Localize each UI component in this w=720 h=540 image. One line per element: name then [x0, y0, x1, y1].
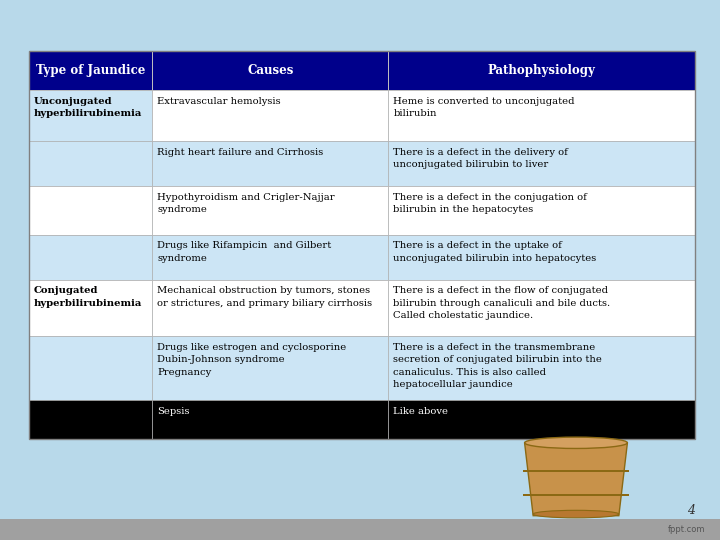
FancyBboxPatch shape [152, 400, 389, 439]
FancyBboxPatch shape [389, 90, 695, 141]
Ellipse shape [533, 510, 619, 518]
Text: Type of Jaundice: Type of Jaundice [36, 64, 145, 77]
FancyBboxPatch shape [152, 336, 389, 400]
FancyBboxPatch shape [29, 90, 152, 141]
FancyBboxPatch shape [29, 280, 152, 336]
FancyBboxPatch shape [29, 141, 152, 186]
FancyBboxPatch shape [0, 519, 720, 540]
Text: Drugs like Rifampicin  and Gilbert
syndrome: Drugs like Rifampicin and Gilbert syndro… [157, 241, 331, 263]
FancyBboxPatch shape [152, 186, 389, 235]
Text: Causes: Causes [247, 64, 294, 77]
Text: There is a defect in the delivery of
unconjugated bilirubin to liver: There is a defect in the delivery of unc… [394, 148, 568, 170]
Text: Mechanical obstruction by tumors, stones
or strictures, and primary biliary cirr: Mechanical obstruction by tumors, stones… [157, 286, 372, 308]
FancyBboxPatch shape [152, 51, 389, 90]
Text: fppt.com: fppt.com [668, 525, 706, 534]
FancyBboxPatch shape [29, 336, 152, 400]
FancyBboxPatch shape [29, 51, 152, 90]
Ellipse shape [525, 437, 627, 448]
FancyBboxPatch shape [152, 235, 389, 280]
FancyBboxPatch shape [389, 51, 695, 90]
FancyBboxPatch shape [389, 280, 695, 336]
FancyBboxPatch shape [29, 186, 152, 235]
FancyBboxPatch shape [389, 400, 695, 439]
FancyBboxPatch shape [389, 235, 695, 280]
Text: There is a defect in the conjugation of
bilirubin in the hepatocytes: There is a defect in the conjugation of … [394, 193, 588, 214]
Polygon shape [525, 443, 627, 516]
FancyBboxPatch shape [523, 494, 629, 496]
FancyBboxPatch shape [29, 235, 152, 280]
FancyBboxPatch shape [389, 141, 695, 186]
Text: Unconjugated
hyperbilirubinemia: Unconjugated hyperbilirubinemia [34, 97, 143, 118]
Text: Sepsis: Sepsis [157, 407, 189, 416]
Text: Like above: Like above [394, 407, 449, 416]
FancyBboxPatch shape [523, 470, 629, 471]
Text: Pathophysiology: Pathophysiology [487, 64, 595, 77]
FancyBboxPatch shape [29, 400, 152, 439]
Text: Heme is converted to unconjugated
bilirubin: Heme is converted to unconjugated biliru… [394, 97, 575, 118]
FancyBboxPatch shape [389, 186, 695, 235]
Text: Right heart failure and Cirrhosis: Right heart failure and Cirrhosis [157, 148, 323, 157]
FancyBboxPatch shape [152, 141, 389, 186]
Text: Extravascular hemolysis: Extravascular hemolysis [157, 97, 281, 106]
FancyBboxPatch shape [152, 90, 389, 141]
Text: 4: 4 [687, 504, 695, 517]
Text: Hypothyroidism and Crigler-Najjar
syndrome: Hypothyroidism and Crigler-Najjar syndro… [157, 193, 335, 214]
Text: There is a defect in the uptake of
unconjugated bilirubin into hepatocytes: There is a defect in the uptake of uncon… [394, 241, 597, 263]
FancyBboxPatch shape [389, 336, 695, 400]
Text: Drugs like estrogen and cyclosporine
Dubin-Johnson syndrome
Pregnancy: Drugs like estrogen and cyclosporine Dub… [157, 343, 346, 377]
Text: Conjugated
hyperbilirubinemia: Conjugated hyperbilirubinemia [34, 286, 143, 308]
Text: There is a defect in the flow of conjugated
bilirubin through canaliculi and bil: There is a defect in the flow of conjuga… [394, 286, 611, 320]
FancyBboxPatch shape [152, 280, 389, 336]
Text: There is a defect in the transmembrane
secretion of conjugated bilirubin into th: There is a defect in the transmembrane s… [394, 343, 603, 389]
